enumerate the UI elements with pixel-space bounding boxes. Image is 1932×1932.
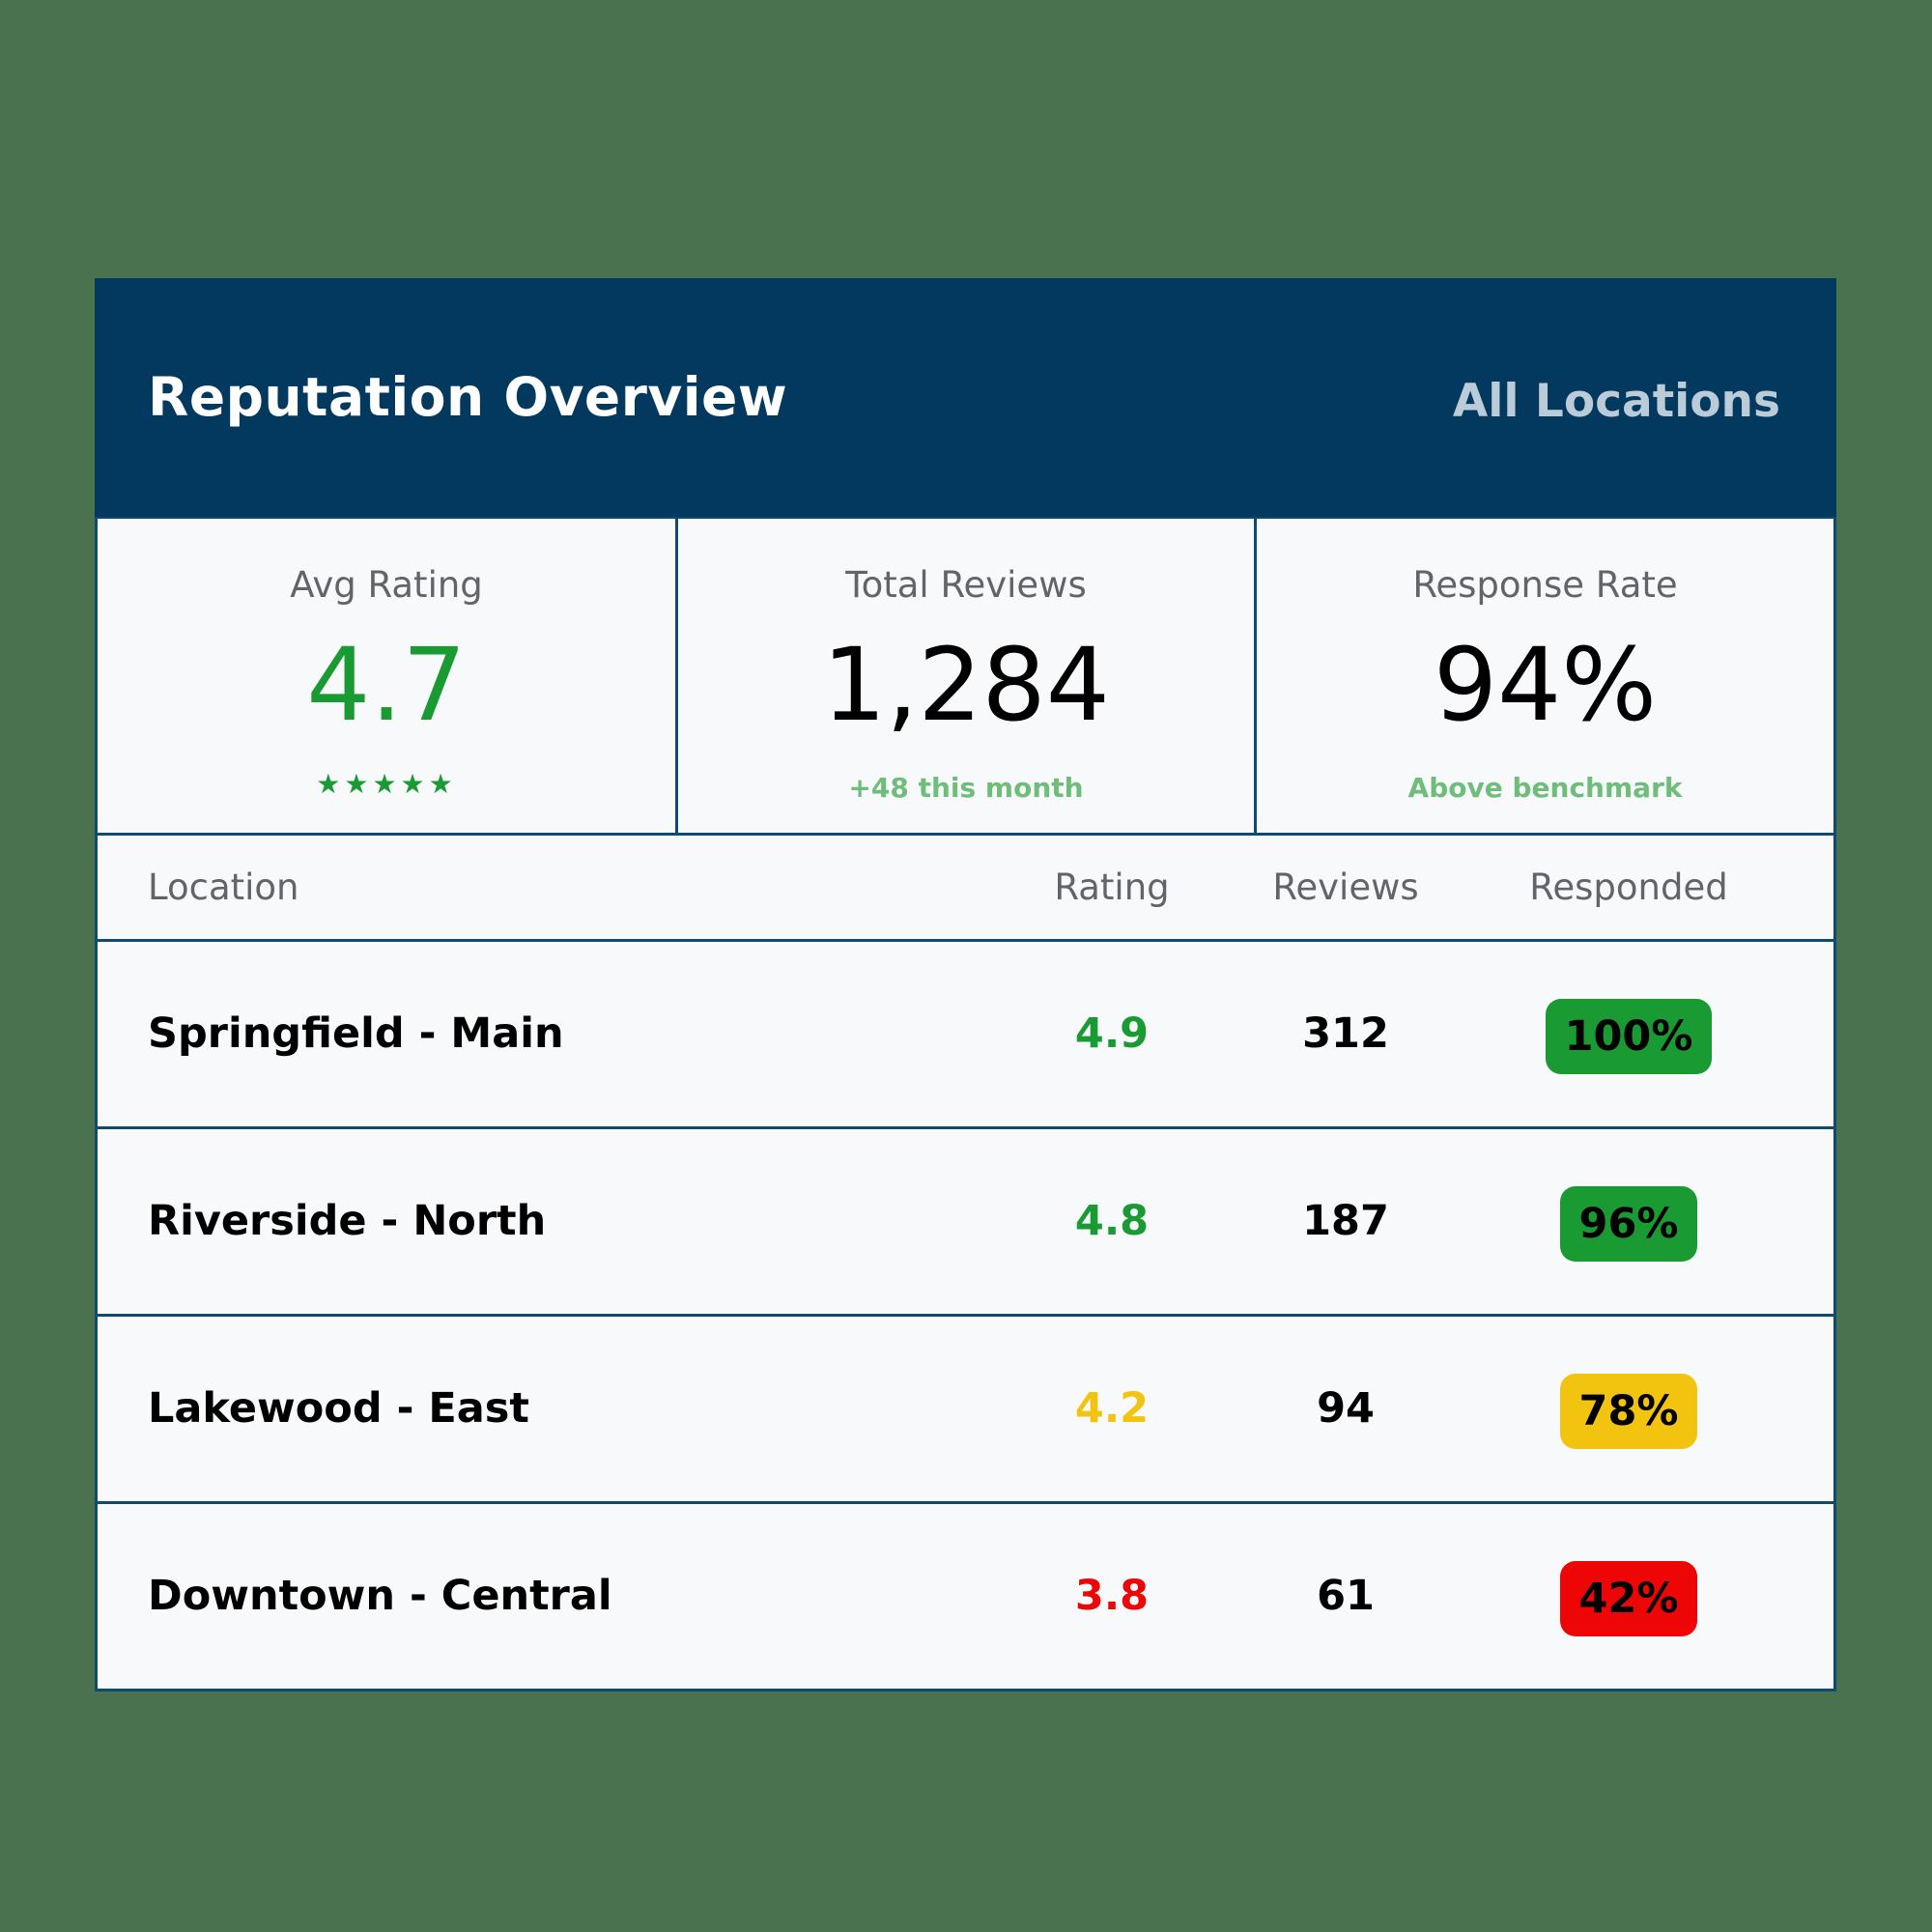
responded-cell: 42% (1527, 1504, 1730, 1689)
star-rating-icon: ★★★★★ (316, 768, 457, 800)
responded-cell: 100% (1527, 942, 1730, 1126)
location-rating: 3.8 (1074, 1572, 1150, 1620)
responded-cell: 96% (1527, 1129, 1730, 1314)
stat-subtext: Above benchmark (1407, 772, 1683, 804)
card-header: Reputation Overview All Locations (95, 278, 1836, 517)
responded-cell: 78% (1527, 1317, 1730, 1501)
responded-badge: 100% (1545, 998, 1713, 1074)
column-header-location[interactable]: Location (148, 867, 299, 908)
column-header-responded[interactable]: Responded (1529, 867, 1728, 908)
column-header-rating[interactable]: Rating (1054, 867, 1170, 908)
table-row[interactable]: Springfield - Main 4.9 312 100% (98, 942, 1833, 1126)
location-rating: 4.8 (1074, 1197, 1150, 1245)
stat-value: 94% (1433, 626, 1658, 744)
table-row[interactable]: Lakewood - East 4.2 94 78% (98, 1317, 1833, 1501)
stat-value: 4.7 (306, 626, 467, 744)
stat-response-rate: Response Rate 94% Above benchmark (1257, 519, 1833, 833)
column-header-reviews[interactable]: Reviews (1272, 867, 1419, 908)
stat-label: Total Reviews (845, 564, 1087, 606)
stat-value: 1,284 (822, 626, 1110, 744)
responded-badge: 96% (1559, 1185, 1698, 1262)
location-name: Springfield - Main (148, 1009, 564, 1058)
page-title: Reputation Overview (148, 366, 788, 428)
reputation-overview-card: Reputation Overview All Locations Avg Ra… (95, 278, 1836, 1691)
table-row[interactable]: Downtown - Central 3.8 61 42% (98, 1504, 1833, 1689)
location-reviews: 312 (1302, 1009, 1389, 1058)
responded-badge: 42% (1559, 1560, 1698, 1636)
stat-subtext: +48 this month (848, 772, 1084, 804)
location-reviews: 94 (1317, 1384, 1375, 1433)
stat-label: Response Rate (1412, 564, 1678, 606)
location-filter-button[interactable]: All Locations (1452, 375, 1780, 428)
responded-badge: 78% (1559, 1373, 1698, 1449)
stat-total-reviews: Total Reviews 1,284 +48 this month (678, 519, 1254, 833)
stat-avg-rating: Avg Rating 4.7 ★★★★★ (98, 519, 675, 833)
location-reviews: 61 (1317, 1572, 1375, 1620)
location-name: Lakewood - East (148, 1384, 529, 1433)
stat-label: Avg Rating (290, 564, 483, 606)
table-row[interactable]: Riverside - North 4.8 187 96% (98, 1129, 1833, 1314)
location-rating: 4.9 (1074, 1009, 1150, 1058)
location-rating: 4.2 (1074, 1384, 1150, 1433)
location-name: Downtown - Central (148, 1572, 612, 1620)
stats-row: Avg Rating 4.7 ★★★★★ Total Reviews 1,284… (98, 519, 1833, 833)
location-name: Riverside - North (148, 1197, 547, 1245)
table-header-row: Location Rating Reviews Responded (98, 836, 1833, 939)
location-reviews: 187 (1302, 1197, 1389, 1245)
